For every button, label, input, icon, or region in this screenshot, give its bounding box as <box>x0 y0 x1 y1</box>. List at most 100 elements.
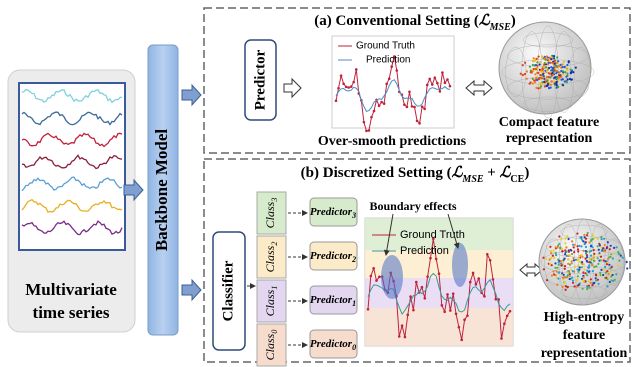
feature-point <box>605 260 607 262</box>
feature-point <box>564 71 566 73</box>
feature-point <box>571 78 573 80</box>
ground-truth-dot <box>413 106 416 109</box>
feature-point <box>571 260 573 262</box>
feature-point <box>567 274 569 276</box>
ground-truth-dot <box>340 74 343 77</box>
feature-point <box>595 280 597 282</box>
feature-point <box>549 76 551 78</box>
class-name: Class <box>263 333 277 360</box>
ground-truth-dot <box>426 275 429 278</box>
ground-truth-dot <box>380 101 383 104</box>
feature-point <box>564 282 566 284</box>
feature-point <box>566 69 568 71</box>
feature-point <box>583 268 585 270</box>
ground-truth-dot <box>455 312 458 315</box>
ground-truth-dot <box>378 104 381 107</box>
title-text: (a) Conventional Setting ( <box>314 13 479 29</box>
feature-point <box>566 64 568 66</box>
feature-point <box>617 264 619 266</box>
feature-point <box>560 238 562 240</box>
feature-point <box>536 58 538 60</box>
ground-truth-dot <box>403 103 406 106</box>
feature-point <box>584 236 586 238</box>
feature-point <box>586 261 588 263</box>
feature-point <box>602 274 604 276</box>
ground-truth-dot <box>426 84 429 87</box>
ground-truth-dot <box>350 85 353 88</box>
double-arrow <box>466 81 492 95</box>
feature-point <box>550 56 552 58</box>
feature-point <box>599 272 601 274</box>
ground-truth-dot <box>506 315 509 318</box>
ground-truth-dot <box>475 283 478 286</box>
feature-point <box>543 75 545 77</box>
feature-point <box>576 233 578 235</box>
feature-point <box>572 71 574 73</box>
feature-point <box>555 252 557 254</box>
feature-point <box>568 251 570 253</box>
feature-point <box>573 246 575 248</box>
ground-truth-dot <box>452 292 455 295</box>
feature-point <box>616 246 618 248</box>
feature-point <box>609 281 611 283</box>
feature-point <box>607 285 609 287</box>
feature-point <box>559 76 561 78</box>
ground-truth-dot <box>408 91 411 94</box>
feature-point <box>553 250 555 252</box>
feature-point <box>546 85 548 87</box>
feature-point <box>601 238 603 240</box>
feature-point <box>557 246 559 248</box>
feature-point <box>533 57 535 59</box>
feature-point <box>545 258 547 260</box>
feature-point <box>585 272 587 274</box>
feature-point <box>570 269 572 271</box>
class-name: Class <box>263 245 277 272</box>
feature-point <box>588 280 590 282</box>
feature-point <box>529 66 531 68</box>
feature-point <box>562 278 564 280</box>
ground-truth-dot <box>441 71 444 74</box>
boundary-highlight <box>452 243 468 287</box>
ground-truth-dot <box>352 81 355 84</box>
feature-point <box>563 61 565 63</box>
feature-point <box>524 73 526 75</box>
feature-point <box>558 264 560 266</box>
feature-point <box>595 265 597 267</box>
feature-point <box>590 245 592 247</box>
ground-truth-dot <box>436 82 439 85</box>
feature-point <box>586 256 588 258</box>
feature-point <box>626 261 628 263</box>
feature-point <box>565 251 567 253</box>
feature-point <box>571 262 573 264</box>
ground-truth-dot <box>429 257 432 260</box>
ground-truth-dot <box>483 295 486 298</box>
feature-point <box>547 59 549 61</box>
feature-point <box>546 76 548 78</box>
feature-point <box>597 245 599 247</box>
feature-point <box>570 71 572 73</box>
feature-point <box>556 56 558 58</box>
feature-point <box>579 266 581 268</box>
ground-truth-dot <box>458 326 461 329</box>
feature-point <box>607 273 609 275</box>
feature-point <box>592 270 594 272</box>
annotation: Boundary effects <box>370 199 457 213</box>
feature-point <box>567 286 569 288</box>
ground-truth-dot <box>500 337 503 340</box>
feature-point <box>565 76 567 78</box>
feature-point <box>554 62 556 64</box>
feature-point <box>603 238 605 240</box>
feature-point <box>535 64 537 66</box>
feature-point <box>553 69 555 71</box>
feature-point <box>579 237 581 239</box>
feature-point <box>562 84 564 86</box>
ground-truth-dot <box>446 293 449 296</box>
feature-point <box>536 79 538 81</box>
feature-point <box>551 274 553 276</box>
feature-point <box>585 252 587 254</box>
feature-point <box>578 257 580 259</box>
ground-truth-dot <box>378 276 381 279</box>
feature-point <box>598 249 600 251</box>
title-text: (b) Discretized Setting ( <box>301 165 452 181</box>
feature-point <box>622 257 624 259</box>
